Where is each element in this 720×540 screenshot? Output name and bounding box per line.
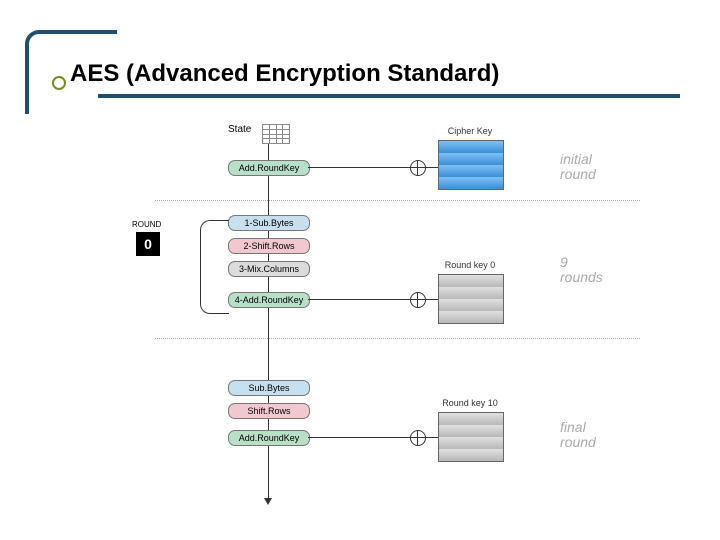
conn-middle [308, 299, 410, 300]
slide-title: AES (Advanced Encryption Standard) [70, 60, 680, 88]
side-final: final round [560, 420, 596, 451]
round-label: ROUND [132, 220, 161, 229]
state-grid-icon [262, 124, 290, 144]
loop-arc [200, 220, 229, 314]
op-addroundkey-final: Add.RoundKey [228, 430, 310, 446]
conn-final-right [426, 437, 438, 438]
accent-bar [98, 94, 680, 98]
title-area: AES (Advanced Encryption Standard) [70, 60, 680, 88]
op-subbytes: 1-Sub.Bytes [228, 215, 310, 231]
op-shiftrows-final: Shift.Rows [228, 403, 310, 419]
roundkey10-grid [438, 412, 504, 462]
op-addroundkey-middle: 4-Add.RoundKey [228, 292, 310, 308]
roundkey0-label: Round key 0 [438, 260, 502, 270]
roundkey10-label: Round key 10 [438, 398, 502, 408]
divider-2 [155, 338, 640, 340]
xor-middle [410, 292, 426, 308]
cipher-key-label: Cipher Key [438, 126, 502, 136]
op-addroundkey-initial: Add.RoundKey [228, 160, 310, 176]
state-label: State [228, 124, 251, 135]
conn-final [308, 437, 410, 438]
op-mixcolumns: 3-Mix.Columns [228, 261, 310, 277]
roundkey0-grid [438, 274, 504, 324]
divider-1 [155, 200, 640, 202]
xor-initial [410, 160, 426, 176]
cipher-key-grid [438, 140, 504, 190]
round-counter: 0 [136, 232, 160, 256]
op-shiftrows: 2-Shift.Rows [228, 238, 310, 254]
aes-diagram: State Add.RoundKey Cipher Key initial ro… [120, 120, 660, 510]
conn-middle-right [426, 299, 438, 300]
side-initial: initial round [560, 152, 596, 183]
xor-final [410, 430, 426, 446]
side-middle: 9 rounds [560, 255, 603, 286]
conn-initial-right [426, 167, 438, 168]
op-subbytes-final: Sub.Bytes [228, 380, 310, 396]
slide: AES (Advanced Encryption Standard) State… [0, 0, 720, 540]
flow-arrow-end [264, 498, 272, 505]
conn-initial [308, 167, 410, 168]
